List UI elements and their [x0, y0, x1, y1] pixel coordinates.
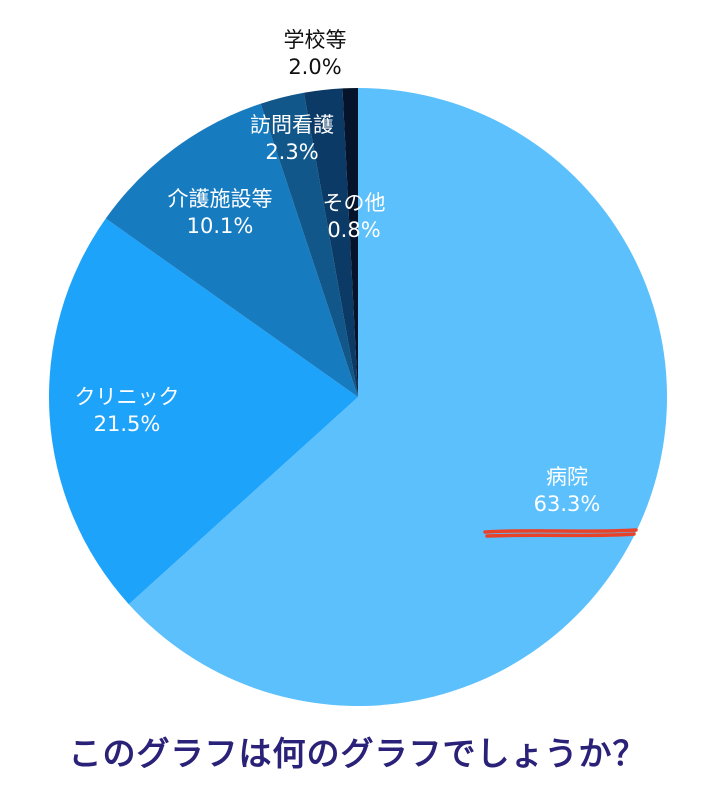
pie-slice-3 — [105, 103, 358, 397]
slice-label-2: クリニック — [75, 385, 180, 409]
slice-value-1: 63.3% — [534, 492, 601, 516]
slice-label-4: 訪問看護 — [250, 113, 334, 137]
slice-value-6: 0.8% — [327, 218, 380, 242]
pie-slice-4 — [260, 92, 358, 398]
slice-value-3: 10.1% — [187, 214, 254, 238]
pie-slice-2 — [48, 218, 359, 605]
slice-labels: 病院 63.3% クリニック 21.5% 介護施設等 10.1% 訪問看護 2.3% 学校等 2.… — [75, 28, 601, 516]
highlight-underline — [483, 528, 638, 538]
slice-value-4: 2.3% — [265, 140, 318, 164]
highlight-underline-stroke — [483, 528, 638, 538]
pie-slice-5 — [303, 88, 358, 397]
slice-value-5: 2.0% — [288, 55, 341, 79]
slice-label-3: 介護施設等 — [168, 187, 273, 211]
slice-label-1: 病院 — [546, 465, 588, 489]
pie-slice-6 — [342, 88, 358, 397]
slice-label-5: 学校等 — [284, 28, 347, 52]
slice-value-2: 21.5% — [94, 412, 161, 436]
slice-label-6: その他 — [323, 191, 386, 215]
pie-slices — [48, 88, 668, 706]
pie-slice-1 — [128, 88, 668, 706]
question-caption: このグラフは何のグラフでしょうか？ — [68, 734, 647, 773]
